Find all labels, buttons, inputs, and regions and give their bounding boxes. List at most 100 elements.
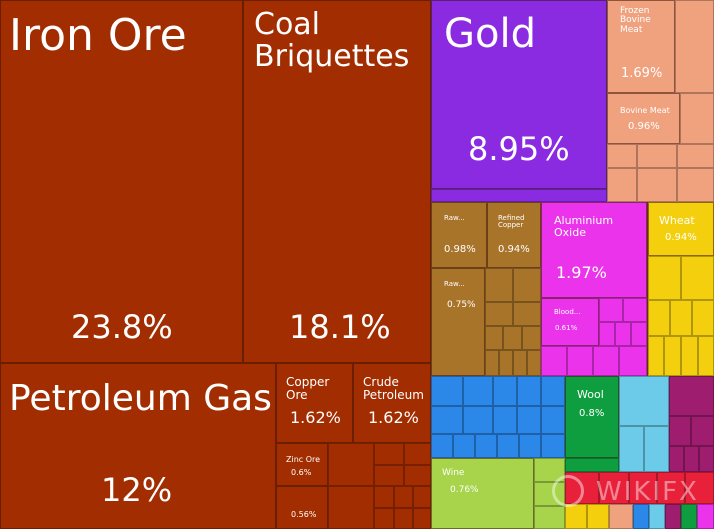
treemap-tile-machinery: [453, 434, 475, 458]
tile-value-label: 0.98%: [444, 244, 476, 255]
treemap-tile-misc: [699, 446, 714, 472]
tile-name-label: Raw...: [444, 280, 465, 288]
treemap-tile-wheat[interactable]: Wheat 0.94%: [648, 202, 714, 256]
treemap-tile-machinery: [431, 406, 463, 434]
tile-name-label: Wool: [577, 388, 604, 401]
treemap-tile-frozen-bovine-meat[interactable]: Frozen Bovine Meat 1.69%: [607, 0, 675, 93]
tile-name-label: Crude Petroleum: [363, 375, 424, 402]
tile-value-label: 23.8%: [71, 308, 173, 346]
treemap-tile-coal-briquettes[interactable]: Coal Briquettes 18.1%: [243, 0, 431, 363]
treemap-tile-machinery: [463, 376, 493, 406]
treemap-tile-chemical: [567, 346, 593, 376]
treemap-tile-iron-ore[interactable]: Iron Ore 23.8%: [0, 0, 243, 363]
treemap-tile-zinc-ore[interactable]: Zinc Ore 0.6%: [276, 443, 328, 486]
tile-value-label: 1.69%: [621, 66, 663, 81]
treemap-tile-misc: [669, 376, 714, 416]
treemap-tile-animal: [637, 168, 677, 202]
treemap-tile-misc: [669, 446, 684, 472]
treemap-tile-mineral: [374, 443, 404, 465]
treemap-tile-other: [629, 472, 657, 504]
treemap-tile-raw[interactable]: Raw... 0.75%: [431, 268, 485, 376]
tile-value-label: 1.62%: [368, 408, 419, 427]
treemap-tile-metal: [485, 350, 499, 376]
treemap-tile-mineral: [328, 486, 374, 529]
treemap-tile-petroleum-gas[interactable]: Petroleum Gas 12%: [0, 363, 276, 529]
treemap-tile-vegetable: [681, 336, 698, 376]
treemap-tile-animal: [607, 168, 637, 202]
tile-value-label: 0.75%: [447, 300, 476, 310]
treemap-tile-machinery: [517, 406, 541, 434]
tile-value-label: 0.94%: [498, 244, 530, 255]
treemap-tile-textile: [565, 458, 619, 472]
treemap-tile-other: [657, 472, 685, 504]
tile-value-label: 0.6%: [291, 468, 312, 477]
treemap-tile-mineral: [328, 443, 374, 486]
treemap-tile-vegetable: [648, 256, 681, 300]
treemap-tile-vegetable: [681, 256, 714, 300]
treemap-tile-metal: [485, 302, 513, 326]
tile-value-label: 0.76%: [450, 485, 479, 495]
treemap-tile-bovine-meat[interactable]: Bovine Meat 0.96%: [607, 93, 680, 144]
treemap-tile-machinery: [431, 434, 453, 458]
treemap-tile-refined-copper[interactable]: Refined Copper 0.94%: [487, 202, 541, 268]
treemap-tile-aluminium-oxide[interactable]: Aluminium Oxide 1.97%: [541, 202, 647, 298]
treemap-tile-gold: [431, 189, 607, 202]
treemap-tile-crude-petroleum[interactable]: Crude Petroleum 1.62%: [353, 363, 431, 443]
treemap-tile-chemical: [541, 346, 567, 376]
watermark-logo: WIKIFX: [552, 473, 702, 513]
treemap-tile-mineral: [413, 486, 431, 508]
tile-name-label: Coal Briquettes: [254, 7, 410, 74]
treemap-tile-vegetable: [670, 300, 692, 336]
treemap-tile-chemical: [631, 322, 647, 346]
tile-name-label: Aluminium Oxide: [554, 214, 614, 239]
treemap-tile-chemical: [615, 322, 631, 346]
tile-value-label: 18.1%: [289, 308, 391, 346]
treemap-tile-mineral: [394, 508, 413, 529]
treemap-tile-machinery: [519, 434, 541, 458]
treemap-tile-unlabeled[interactable]: 0.56%: [276, 486, 328, 529]
watermark-ring-icon: [552, 475, 584, 507]
treemap-tile-animal: [607, 144, 637, 168]
tile-value-label: 0.56%: [291, 510, 317, 519]
treemap-tile-machinery: [541, 434, 565, 458]
treemap-tile-machinery: [541, 406, 565, 434]
treemap-tile-animal: [680, 93, 714, 144]
treemap-tile-copper-ore[interactable]: Copper Ore 1.62%: [276, 363, 353, 443]
treemap-tile-misc: [669, 416, 691, 446]
treemap-tile-animal: [675, 0, 714, 93]
tile-name-label: Refined Copper: [498, 214, 525, 230]
treemap-tile-metal: [513, 302, 541, 326]
treemap-tile-chemical: [599, 298, 623, 322]
treemap-tile-metal: [503, 326, 522, 350]
treemap-tile-metal: [485, 326, 503, 350]
treemap-tile-metal: [513, 350, 527, 376]
treemap-tile-wool[interactable]: Wool 0.8%: [565, 376, 619, 458]
tile-name-label: Petroleum Gas: [9, 378, 272, 419]
treemap-tile-vegetable: [698, 336, 714, 376]
treemap-tile-wine[interactable]: Wine 0.76%: [431, 458, 534, 529]
treemap-tile-transport: [644, 426, 669, 472]
treemap-tile-transport: [619, 426, 644, 472]
treemap-tile-machinery: [475, 434, 497, 458]
treemap-tile-machinery: [541, 376, 565, 406]
tile-value-label: 1.97%: [556, 263, 607, 282]
treemap-tile-vegetable: [692, 300, 714, 336]
treemap-tile-vegetable: [648, 336, 664, 376]
tile-name-label: Copper Ore: [286, 375, 330, 402]
treemap-tile-metal: [527, 350, 541, 376]
treemap-tile-raw[interactable]: Raw... 0.98%: [431, 202, 487, 268]
treemap-tile-chemical: [593, 346, 619, 376]
treemap-tile-transport: [619, 376, 669, 426]
treemap-tile-blood[interactable]: Blood... 0.61%: [541, 298, 599, 346]
treemap-tile-animal: [637, 144, 677, 168]
treemap-tile-mineral: [374, 508, 394, 529]
treemap-tile-misc: [691, 416, 714, 446]
treemap-tile-chemical: [619, 346, 647, 376]
tile-value-label: 0.96%: [628, 121, 660, 132]
treemap-tile-mineral: [404, 465, 431, 486]
tile-value-label: 1.62%: [290, 408, 341, 427]
tile-name-label: Blood...: [554, 308, 581, 316]
treemap-tile-gold[interactable]: Gold 8.95%: [431, 0, 607, 189]
treemap-tile-chemical: [623, 298, 647, 322]
tile-name-label: Iron Ore: [9, 10, 187, 61]
